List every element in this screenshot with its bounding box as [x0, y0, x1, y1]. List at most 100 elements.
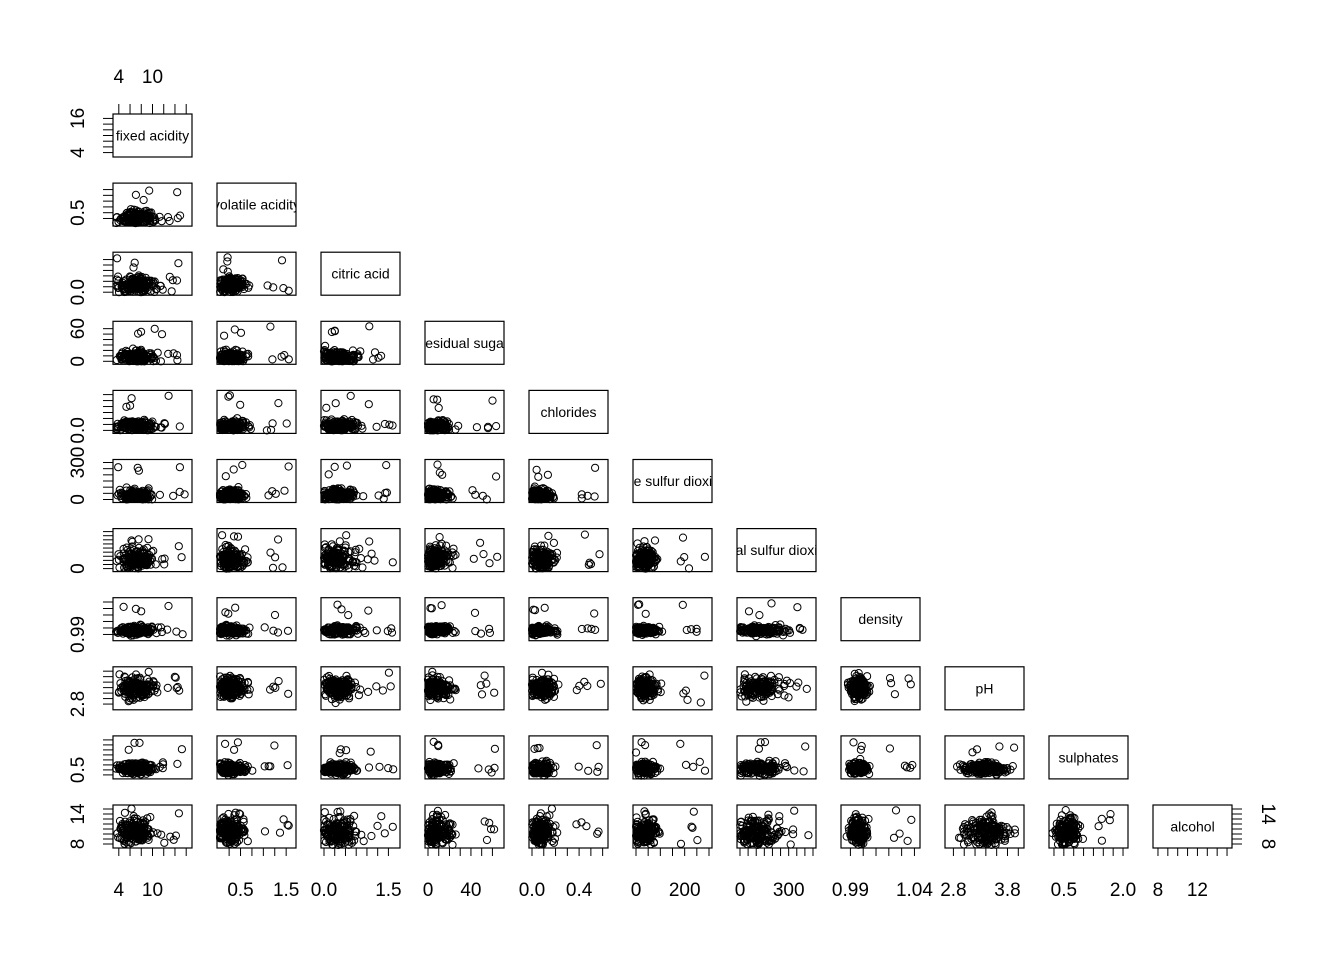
data-point	[284, 462, 293, 471]
data-point	[172, 351, 182, 360]
data-point	[236, 400, 245, 409]
scatter-points	[423, 395, 501, 435]
data-point	[363, 555, 372, 564]
data-point	[271, 553, 280, 562]
data-point	[387, 628, 397, 637]
data-point	[437, 601, 446, 610]
data-point	[173, 356, 182, 365]
data-point	[144, 426, 153, 435]
data-point	[141, 214, 151, 223]
data-point	[217, 353, 226, 362]
data-point	[167, 287, 176, 296]
data-point	[322, 420, 332, 429]
data-point	[268, 419, 277, 428]
data-point	[532, 465, 541, 474]
data-point	[236, 422, 246, 431]
data-point	[228, 287, 238, 297]
data-point	[141, 273, 150, 282]
scatter-panel	[112, 389, 193, 434]
data-point	[337, 605, 346, 614]
data-point	[216, 419, 225, 428]
data-point	[173, 214, 182, 223]
data-point	[333, 417, 342, 426]
scatter-points	[423, 460, 501, 504]
data-point	[150, 324, 159, 333]
scatter-points	[423, 601, 494, 639]
data-point	[260, 623, 269, 632]
data-point	[434, 403, 443, 412]
data-point	[700, 552, 710, 561]
data-point	[131, 210, 140, 219]
data-point	[268, 355, 277, 364]
data-point	[338, 423, 347, 432]
data-point	[333, 600, 342, 609]
data-point	[277, 352, 286, 361]
data-point	[280, 486, 289, 495]
data-point	[267, 425, 276, 434]
data-point	[150, 422, 159, 431]
data-point	[174, 259, 183, 268]
data-point	[221, 472, 230, 481]
data-point	[238, 460, 247, 470]
data-point	[175, 422, 184, 431]
data-point	[147, 208, 156, 217]
data-point	[320, 353, 329, 362]
data-point	[157, 217, 166, 226]
scatter-points	[112, 324, 182, 366]
data-point	[353, 350, 362, 359]
data-point	[131, 190, 140, 199]
data-point	[163, 683, 172, 693]
data-point	[433, 395, 442, 404]
diagonal-label: free sulfur dioxide	[617, 473, 728, 489]
data-point	[172, 276, 182, 285]
data-point	[650, 536, 660, 545]
data-point	[470, 608, 480, 618]
data-point	[322, 403, 331, 412]
data-point	[266, 322, 275, 331]
data-point	[157, 330, 167, 339]
data-point	[591, 463, 600, 472]
data-point	[488, 396, 497, 405]
data-point	[242, 350, 251, 359]
data-point	[580, 530, 590, 539]
data-point	[534, 472, 543, 481]
data-point	[223, 257, 232, 266]
data-point	[114, 463, 123, 472]
scatter-points	[114, 667, 184, 706]
data-point	[348, 351, 357, 360]
data-point	[218, 354, 227, 363]
data-point	[372, 626, 381, 635]
data-point	[155, 212, 164, 221]
data-point	[141, 281, 150, 290]
data-point	[232, 350, 241, 359]
scatter-points	[113, 463, 189, 504]
data-point	[282, 419, 291, 428]
scatter-points	[112, 601, 187, 640]
data-point	[435, 533, 444, 542]
data-point	[485, 624, 494, 633]
data-point	[234, 351, 243, 361]
data-point	[225, 355, 234, 364]
data-point	[145, 186, 154, 195]
diagonal-label: density	[858, 611, 902, 627]
data-point	[229, 465, 238, 474]
scatter-points	[319, 391, 397, 435]
data-point	[365, 537, 374, 546]
data-point	[233, 423, 242, 432]
diag-panel-1	[216, 182, 297, 227]
data-point	[549, 538, 559, 548]
data-point	[370, 556, 379, 565]
data-point	[342, 461, 351, 470]
data-point	[372, 422, 381, 431]
data-point	[333, 423, 342, 432]
data-point	[385, 420, 394, 429]
scatter-points	[112, 391, 184, 435]
data-point	[132, 352, 141, 361]
data-point	[165, 216, 174, 226]
data-point	[142, 217, 151, 226]
data-point	[678, 533, 688, 542]
data-point	[220, 331, 229, 340]
data-point	[364, 400, 373, 409]
